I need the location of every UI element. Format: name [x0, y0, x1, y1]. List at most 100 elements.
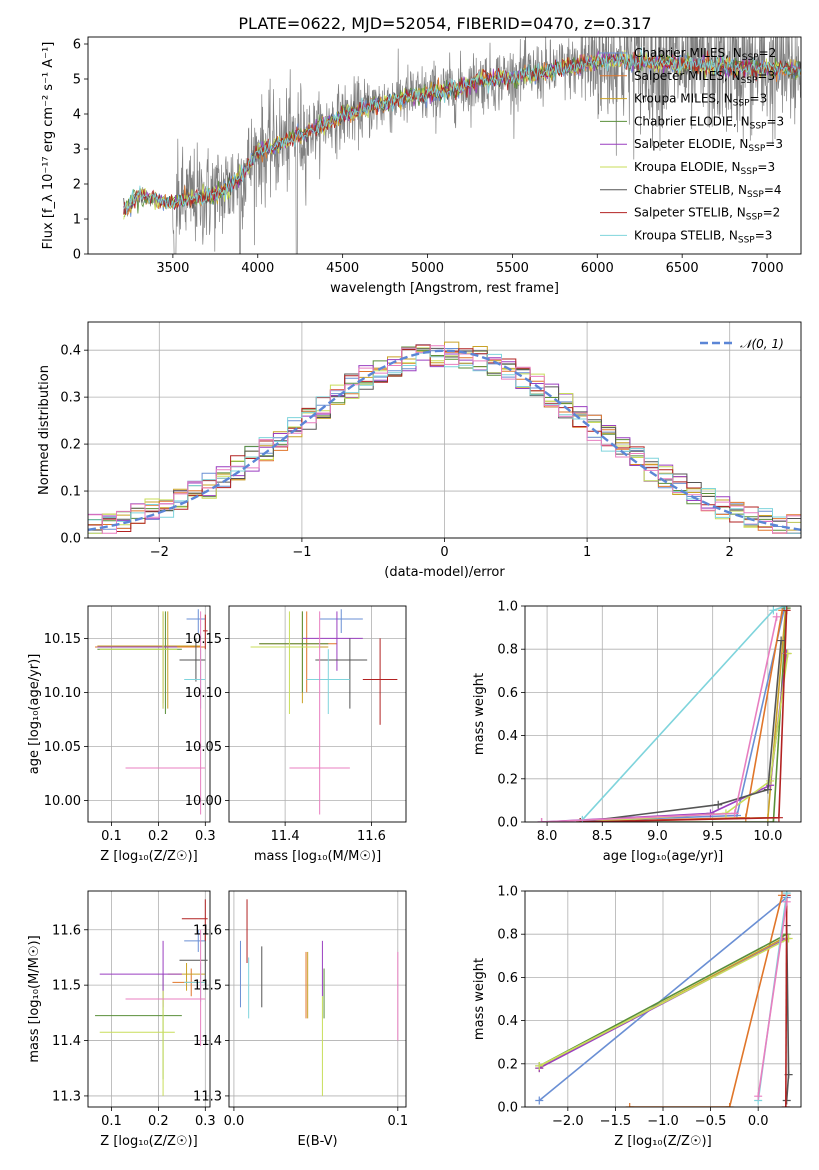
legend: Chabrier MILES, NSSP=2 Salpeter MILES, NS…: [600, 46, 784, 245]
y-tick-label: 0.0: [60, 532, 81, 547]
y-tick-label: 11.5: [52, 979, 81, 994]
axes-frame: [87, 605, 211, 823]
x-tick-label: 10.0: [753, 829, 782, 844]
normal-curve: [88, 349, 801, 531]
y-tick-label: 11.6: [52, 923, 81, 938]
y-tick-label: 10.15: [185, 632, 222, 647]
y-tick-label: 0.2: [497, 772, 518, 787]
y-tick-label: 1.0: [497, 885, 518, 900]
x-axis-label: mass [log₁₀(M/M☉)]: [254, 849, 381, 864]
plot-area: [88, 341, 801, 534]
error-bar-point: [319, 609, 363, 633]
y-tick-label: 11.3: [52, 1089, 81, 1104]
legend-subscript: SSP: [750, 121, 767, 131]
mass-weight-marker: [754, 1092, 763, 1101]
y-axis-label: Flux [f_λ 10⁻¹⁷ erg cm⁻² s⁻¹ A⁻¹]: [41, 42, 56, 250]
legend-entry: Chabrier STELIB, NSSP=4: [634, 183, 782, 200]
error-bar-point: [259, 611, 337, 693]
mass_vs_EBV-panel: 0.0 0.1 11.3 11.4 11.5 11.6 E(B-V): [193, 890, 408, 1149]
x-tick-label: −2: [150, 545, 169, 560]
x-tick-label: 5500: [496, 261, 529, 276]
x-tick-label: 7000: [751, 261, 784, 276]
x-tick-label: 4500: [326, 261, 359, 276]
x-axis-label: (data-model)/error: [384, 565, 505, 580]
y-tick-label: 5: [73, 73, 81, 88]
y-tick-label: 11.4: [52, 1034, 81, 1049]
panels: 3500 4000 4500 5000 5500 6000 6500 7000 0 1 2 3 4 5 6 w…: [27, 36, 802, 1149]
error-bar-point: [99, 611, 178, 709]
y-tick-label: 4: [73, 108, 81, 123]
mass-weight-marker: [535, 1096, 544, 1105]
legend-suffix: =2: [759, 46, 777, 60]
mass-weight-line: [538, 896, 788, 1102]
y-axis-label: age [log₁₀(age/yr)]: [27, 654, 42, 775]
error-bar-point: [125, 611, 206, 815]
x-tick-label: 0.3: [195, 829, 216, 844]
error-bar-point: [97, 611, 182, 714]
error-bar-point: [184, 929, 206, 952]
y-tick-label: 2: [73, 178, 81, 193]
x-tick-label: 0.2: [148, 1114, 169, 1129]
mass-weight-line: [580, 610, 787, 822]
legend-suffix: =4: [764, 183, 782, 197]
figure-title: PLATE=0622, MJD=52054, FIBERID=0470, z=0…: [238, 14, 651, 33]
plot-area: [239, 899, 399, 1096]
legend-suffix: =3: [765, 137, 783, 151]
error-bar-point: [99, 990, 175, 1096]
x-tick-label: 0.1: [387, 1114, 408, 1129]
axes-frame: [228, 890, 407, 1108]
x-tick-label: −1.5: [600, 1114, 632, 1129]
mass-weight-marker: [772, 612, 781, 621]
mass-weight-marker: [537, 818, 546, 822]
axes-frame: [87, 36, 802, 255]
age_vs_mass-panel: 11.4 11.6 10.00 10.05 10.10 10.15 mass [log₁₀(…: [185, 605, 407, 864]
x-axis-label: E(B-V): [297, 1134, 337, 1149]
mass-weight-line: [581, 606, 786, 821]
x-tick-label: 1: [583, 545, 591, 560]
x-tick-label: −1.0: [647, 1114, 679, 1129]
x-axis-label: age [log₁₀(age/yr)]: [603, 849, 724, 864]
x-tick-label: 6000: [581, 261, 614, 276]
x-tick-label: 3500: [156, 261, 189, 276]
legend-suffix: =2: [763, 206, 781, 220]
residual-panel: −2 −1 0 1 2 0.0 0.1 0.2 0.3 0.4 (data-model)/error…: [37, 321, 802, 580]
mass_vs_Z-panel: 0.1 0.2 0.3 11.3 11.4 11.5 11.6 Z [log₁₀(Z/Z☉)]…: [27, 890, 216, 1149]
mass-weight-marker: [769, 818, 778, 822]
legend-subscript: SSP: [738, 235, 755, 245]
error-bar-point: [186, 609, 206, 633]
error-bar-point: [250, 611, 320, 714]
spectrum-panel: 3500 4000 4500 5000 5500 6000 6500 7000 0 1 2 3 4 5 6 w…: [41, 36, 802, 296]
error-bar-point: [362, 638, 398, 725]
legend-entry: Kroupa MILES, NSSP=3: [634, 92, 767, 109]
y-tick-label: 0.0: [497, 816, 518, 831]
axes-frame: [87, 321, 802, 539]
plot-area: [535, 891, 793, 1107]
plot-area: [123, 37, 801, 254]
y-tick-label: 10.15: [44, 632, 81, 647]
legend-subscript: SSP: [748, 144, 765, 154]
error-bar-point: [202, 614, 208, 650]
x-tick-label: 0.1: [101, 1114, 122, 1129]
error-bar-point: [99, 940, 182, 1008]
error-bar-point: [306, 649, 350, 714]
legend-subscript: SSP: [742, 53, 759, 63]
mass-weight-marker: [777, 636, 786, 645]
error-bar-point: [259, 611, 329, 693]
y-tick-label: 0.6: [497, 971, 518, 986]
y-tick-label: 11.3: [193, 1089, 222, 1104]
y-tick-label: 10.00: [44, 794, 81, 809]
axes-frame: [228, 605, 407, 823]
y-tick-label: 0.4: [497, 1014, 518, 1029]
plot-area: [250, 609, 398, 815]
x-tick-label: 8.5: [592, 829, 613, 844]
x-tick-label: 9.5: [702, 829, 723, 844]
x-tick-label: 6500: [666, 261, 699, 276]
massweight_vs_age-panel: 8.0 8.5 9.0 9.5 10.0 0.0 0.2 0.4 0.6 0.8 1.0 age [l…: [472, 600, 802, 864]
error-bar-point: [97, 611, 201, 709]
y-tick-label: 0.0: [497, 1101, 518, 1116]
legend-subscript: SSP: [741, 76, 758, 86]
error-bar-point: [254, 611, 329, 704]
y-tick-label: 0.4: [60, 344, 81, 359]
legend-entry: Salpeter MILES, NSSP=3: [634, 69, 775, 86]
error-bar-point: [181, 899, 208, 941]
